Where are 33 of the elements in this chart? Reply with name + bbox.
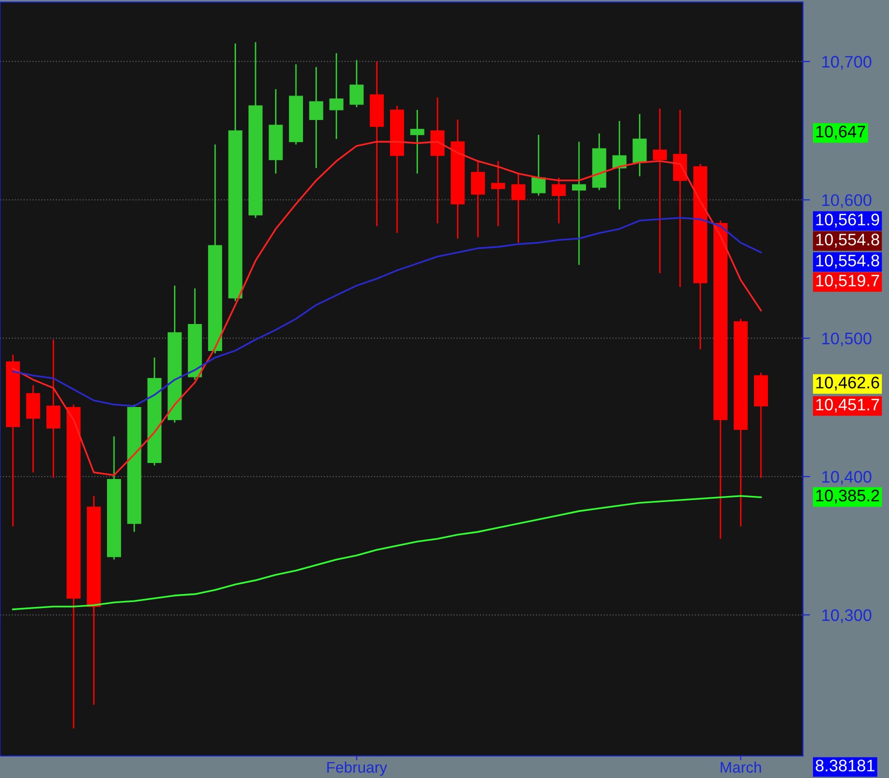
text: 10,519.7 bbox=[816, 274, 880, 288]
text: 10,554.8 bbox=[816, 234, 880, 248]
text: 10,462.6 bbox=[816, 376, 880, 390]
line-series bbox=[12, 140, 762, 476]
text: 10,451.7 bbox=[816, 398, 880, 412]
candlestick bbox=[46, 338, 60, 479]
candlestick bbox=[470, 160, 485, 238]
y-tick-label: 10,700 bbox=[822, 56, 872, 70]
x-tick-label: February bbox=[327, 762, 388, 776]
text: 10,385.2 bbox=[816, 490, 880, 504]
text: 10,554.8 bbox=[816, 254, 880, 268]
text: 10,647 bbox=[816, 126, 866, 140]
y-tick-label: 10,500 bbox=[822, 332, 872, 346]
candlestick bbox=[552, 177, 566, 224]
candlestick bbox=[410, 109, 424, 174]
candlestick bbox=[309, 66, 324, 169]
x-tick-label: March bbox=[720, 762, 761, 773]
candlestick bbox=[511, 172, 526, 244]
candlestick bbox=[612, 120, 626, 210]
candlestick bbox=[532, 134, 546, 196]
text: 8.38181 bbox=[816, 760, 874, 772]
candlestick bbox=[572, 141, 586, 266]
line-series bbox=[12, 495, 762, 610]
candlestick bbox=[350, 59, 364, 108]
line-series bbox=[12, 216, 762, 407]
candlestick bbox=[632, 113, 647, 178]
candlestick bbox=[329, 52, 344, 140]
candlestick bbox=[491, 160, 506, 227]
text: 10,561.9 bbox=[816, 214, 880, 228]
y-tick-label: 10,400 bbox=[822, 470, 872, 485]
y-tick-label: 10,300 bbox=[822, 609, 872, 624]
y-tick-label: 10,600 bbox=[822, 194, 872, 208]
candlestick bbox=[652, 108, 667, 274]
